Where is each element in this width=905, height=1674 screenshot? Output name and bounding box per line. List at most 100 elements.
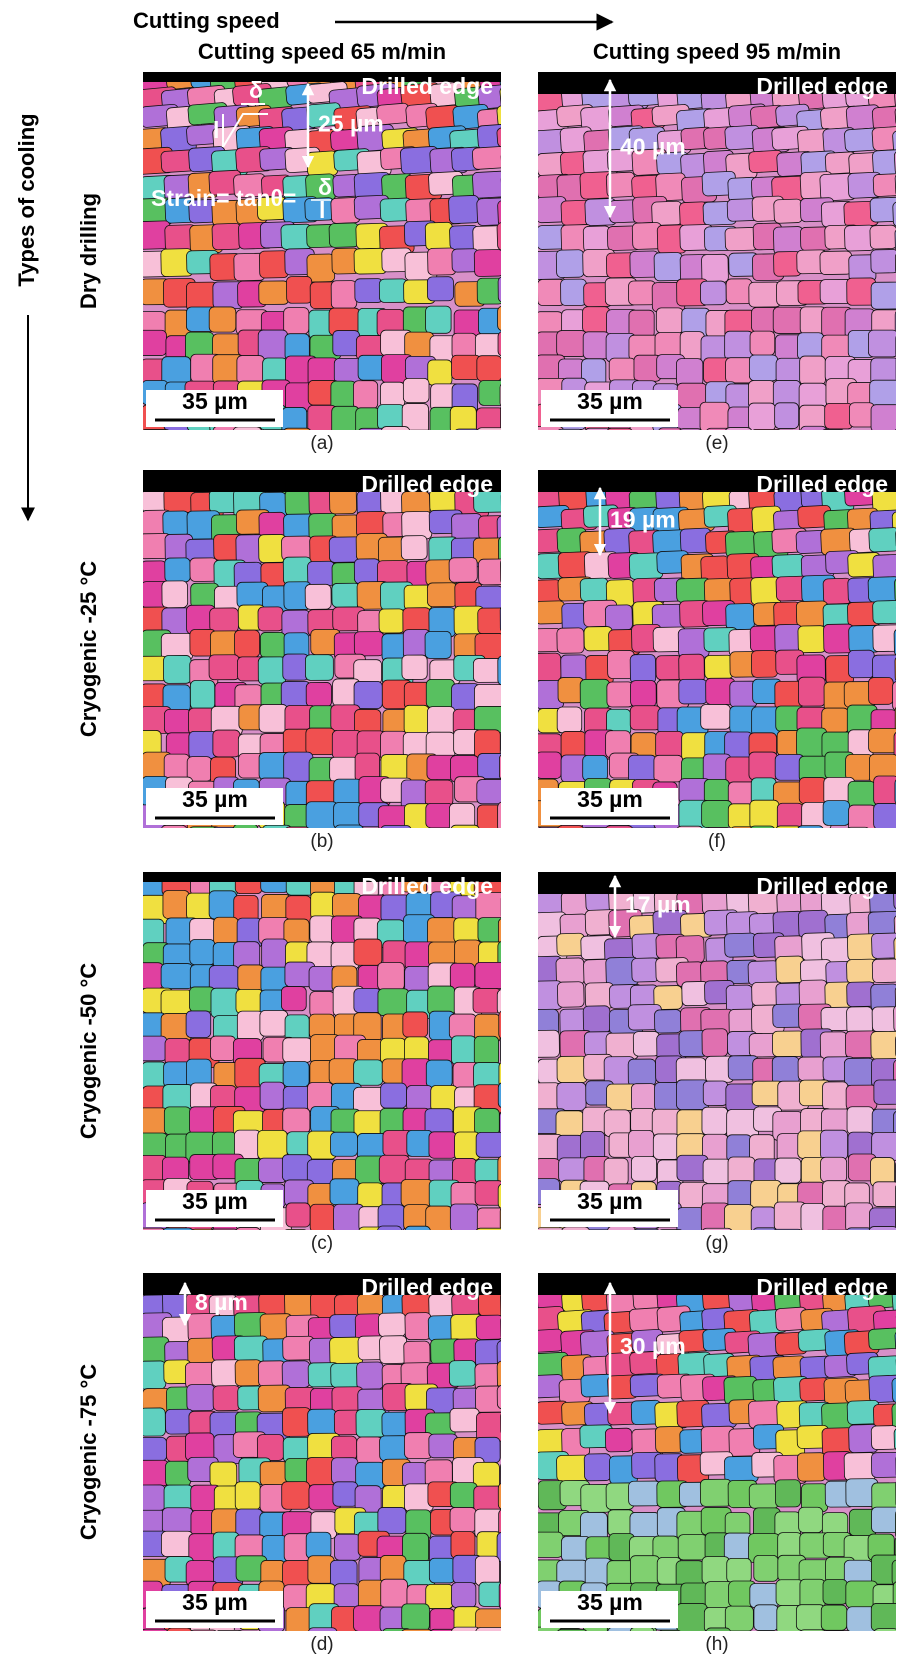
edge-label: Drilled edge [756,73,888,99]
grain [872,1507,903,1533]
grain [584,1454,611,1481]
grain [354,632,384,656]
grain [451,1531,475,1558]
grain [580,578,608,602]
grain [137,1228,166,1252]
grain [403,1012,428,1037]
grain [799,980,827,1007]
grain [536,1228,566,1256]
grain [562,1227,590,1256]
grain [801,1203,825,1232]
grain [773,307,804,333]
grain [556,250,584,278]
grain [283,557,311,585]
grain [894,428,905,453]
grain [306,682,331,706]
grain [750,331,775,355]
grain [331,281,357,309]
grain [897,1268,905,1294]
grain [331,1231,356,1258]
grain [354,681,382,708]
grain [332,406,359,435]
depth-label: 8 µm [195,1289,248,1315]
grain [500,605,529,633]
grain [282,1482,310,1510]
grain [537,827,567,854]
grain [895,1509,905,1539]
grain [162,1508,193,1534]
grain [822,708,849,733]
scale-label: 35 µm [577,1188,643,1214]
grain [403,378,429,402]
grain [582,1633,610,1660]
grain [726,279,752,304]
grain [898,1607,905,1632]
grain [478,608,510,634]
grain [285,490,312,516]
grain [475,1228,507,1254]
grain [210,1229,240,1258]
grain [895,656,905,683]
grain [449,558,477,583]
panel-grid: Cutting speed 65 m/minCutting speed 95 m… [76,39,905,1661]
grain [701,704,731,729]
grain [211,827,236,856]
grain [897,380,905,404]
grain [821,1157,847,1182]
grain [329,223,359,248]
grain [557,933,585,956]
grain [534,1627,563,1657]
grain [282,1408,310,1437]
grain [499,84,537,111]
panel-caption: (d) [310,1634,333,1655]
grain [629,1130,654,1158]
grain [212,223,241,250]
grain [873,1404,902,1428]
grain [725,1606,753,1631]
grain [382,1629,411,1655]
grain [753,1228,778,1257]
grain [190,431,221,456]
grain [499,1581,527,1609]
grain [137,330,166,355]
grain [679,679,707,704]
grain [872,1132,900,1160]
grain [633,1031,659,1056]
scale-label: 35 µm [182,1188,248,1214]
grain [258,1361,285,1387]
grain [750,826,776,854]
grain [630,680,656,706]
grain [777,803,803,832]
grain [476,1609,508,1638]
grain [283,1038,312,1063]
grain [654,755,683,782]
strain-denominator: l [319,197,325,223]
grain [306,151,338,177]
grain [501,1462,533,1491]
grain [730,827,761,855]
grain [630,1556,659,1586]
grain [825,403,853,429]
grain [500,382,524,407]
grain [607,682,634,707]
grain [452,514,482,542]
grain [848,1633,879,1661]
grain [502,780,528,805]
grain [258,330,287,360]
grain [605,826,633,850]
grain [335,825,364,854]
grain [897,552,905,578]
grain [498,1156,530,1184]
grain [869,527,900,552]
grain [429,1629,457,1656]
grain [895,1329,905,1352]
grain [498,941,525,971]
grain [499,829,531,857]
scale-label: 35 µm [182,786,248,812]
scale-label: 35 µm [577,388,643,414]
grain [478,830,506,858]
column-title: Cutting speed 65 m/min [198,39,446,64]
grain [895,227,905,252]
grain [428,431,459,456]
